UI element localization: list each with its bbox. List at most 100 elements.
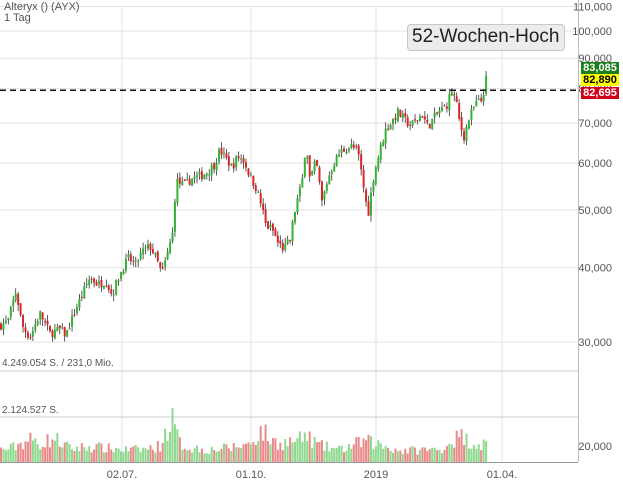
volume-bar — [264, 424, 267, 462]
candle-down — [44, 320, 47, 323]
volume-bar — [267, 441, 270, 462]
candle-down — [357, 145, 360, 155]
volume-bar — [210, 446, 213, 462]
volume-bar — [218, 450, 221, 462]
volume-bar — [254, 445, 257, 462]
volume-bar — [418, 449, 421, 462]
volume-bar — [311, 448, 314, 462]
candle-up — [186, 178, 189, 180]
volume-bar — [240, 448, 243, 462]
volume-bar — [112, 452, 115, 462]
candle-up — [335, 155, 338, 167]
candle-down — [225, 153, 228, 158]
candle-up — [323, 191, 326, 200]
candle-down — [49, 325, 51, 332]
volume-bar — [44, 447, 47, 462]
candle-up — [396, 108, 399, 122]
candle-up — [382, 141, 385, 147]
volume-bar — [374, 446, 377, 462]
volume-bar — [242, 444, 245, 462]
volume-bar — [178, 437, 181, 462]
volume-bar — [470, 448, 473, 462]
volume-bar — [257, 440, 260, 462]
candle-up — [298, 186, 301, 197]
candle-up — [389, 124, 392, 130]
volume-bar — [154, 452, 157, 462]
candle-up — [147, 244, 149, 249]
candle-up — [306, 156, 309, 160]
candle-down — [262, 203, 265, 211]
volume-bar — [171, 408, 174, 462]
candle-down — [352, 144, 355, 148]
volume-bar — [120, 451, 123, 462]
candle-down — [90, 278, 93, 280]
volume-bar — [222, 443, 225, 462]
candle-up — [284, 243, 287, 250]
candle-down — [308, 155, 311, 177]
volume-bar — [421, 447, 424, 462]
volume-bar — [213, 450, 216, 462]
candle-up — [467, 120, 470, 129]
volume-bar — [453, 447, 456, 462]
candle-down — [254, 185, 257, 192]
volume-bar — [56, 433, 59, 462]
volume-bar — [134, 444, 137, 462]
candle-up — [433, 112, 436, 118]
candle-down — [26, 332, 29, 338]
candle-up — [230, 163, 233, 165]
candle-up — [98, 281, 100, 284]
candle-up — [294, 212, 296, 223]
price-label-high: 83,085 — [581, 62, 619, 74]
candle-down — [414, 119, 417, 121]
candle-up — [235, 156, 238, 168]
volume-bar — [169, 431, 172, 462]
candle-down — [289, 239, 292, 241]
candle-up — [472, 106, 475, 108]
volume-bar — [41, 446, 44, 462]
volume-bar — [203, 453, 206, 462]
volume-bar — [416, 454, 419, 462]
volume-bar — [105, 452, 108, 462]
candle-down — [213, 163, 216, 170]
volume-bar — [220, 448, 223, 462]
candle-down — [183, 179, 186, 181]
candle-down — [132, 260, 135, 262]
candle-up — [325, 184, 328, 191]
volume-bar — [286, 446, 289, 462]
candle-up — [181, 181, 184, 185]
candle-down — [227, 156, 230, 166]
volume-bar — [330, 447, 333, 462]
candle-up — [198, 172, 201, 175]
candle-up — [127, 254, 130, 258]
candle-down — [267, 221, 270, 229]
volume-bar — [19, 442, 22, 462]
volume-bar — [188, 449, 191, 462]
candle-up — [124, 258, 127, 271]
volume-bar — [343, 452, 345, 462]
volume-bar — [382, 448, 385, 462]
volume-bar — [83, 447, 86, 462]
candle-up — [418, 116, 421, 121]
candle-down — [247, 168, 250, 176]
candle-up — [374, 167, 377, 184]
volume-bar — [325, 441, 328, 462]
candle-up — [257, 191, 260, 193]
candle-up — [56, 326, 59, 332]
candle-up — [431, 118, 434, 130]
volume-bar — [176, 429, 179, 462]
candle-down — [232, 163, 235, 169]
volume-bar — [294, 441, 296, 462]
candle-up — [176, 178, 179, 204]
candle-up — [311, 171, 314, 175]
volume-bar — [387, 448, 390, 462]
candle-up — [269, 224, 272, 228]
candle-down — [41, 312, 44, 320]
volume-bar — [443, 449, 446, 462]
candle-up — [169, 242, 172, 253]
candle-up — [328, 175, 331, 185]
volume-bar — [164, 428, 167, 462]
candle-up — [333, 165, 336, 172]
volume-bar — [225, 444, 228, 462]
volume-bar — [335, 447, 338, 462]
candle-down — [362, 169, 365, 188]
